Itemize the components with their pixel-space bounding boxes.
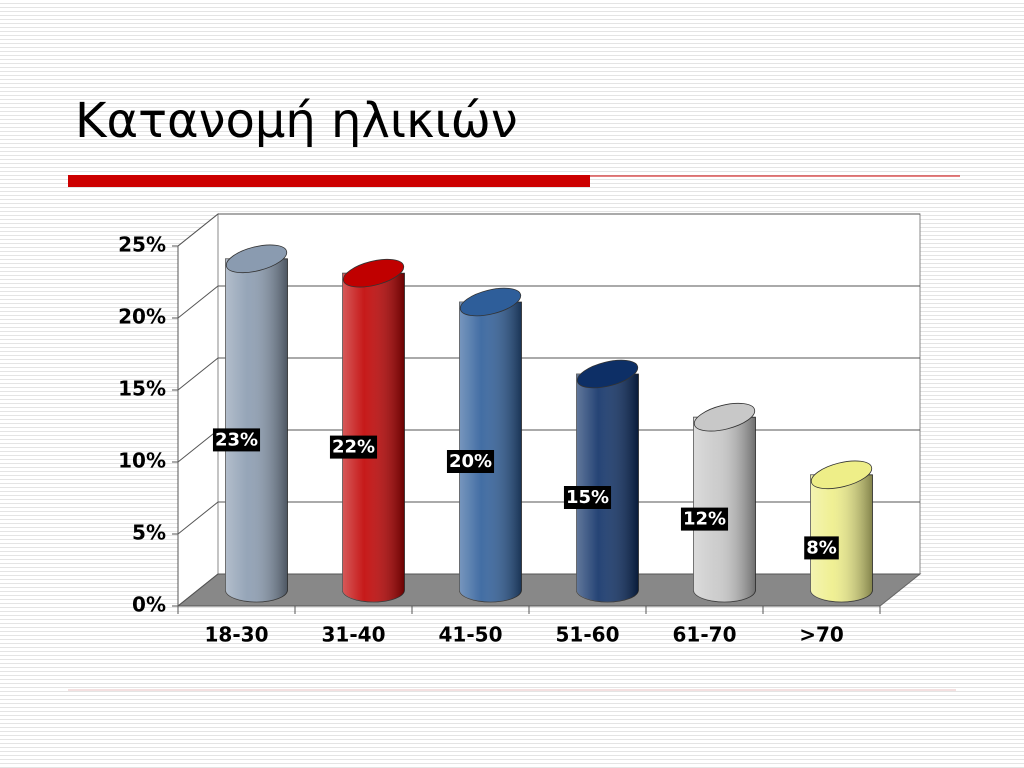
cylinder-top	[693, 402, 756, 432]
x-tick-label: 18-30	[205, 623, 269, 647]
x-tick-label: 41-50	[439, 623, 503, 647]
cylinder-top	[225, 244, 288, 274]
title-bar	[68, 175, 590, 187]
value-label: 20%	[449, 451, 492, 472]
value-label: 8%	[806, 537, 837, 558]
cylinder	[225, 244, 288, 603]
y-tick-label: 25%	[118, 233, 166, 257]
value-label-bg	[804, 536, 839, 560]
cylinder-top	[342, 258, 405, 288]
x-tick-label: >70	[799, 623, 844, 647]
grid-line	[177, 357, 920, 391]
value-label-bg	[212, 428, 261, 452]
grid-line	[177, 501, 920, 535]
cylinder-shade	[810, 474, 873, 602]
cylinder-top	[459, 287, 522, 317]
value-label-bg	[329, 435, 378, 459]
floor	[176, 573, 922, 607]
grid-line	[177, 573, 920, 607]
cylinder-top	[810, 460, 873, 490]
y-tick-label: 20%	[118, 305, 166, 329]
value-label: 15%	[566, 487, 609, 508]
y-tick-label: 5%	[132, 521, 166, 545]
x-tick-label: 31-40	[322, 623, 386, 647]
x-tick-label: 51-60	[556, 623, 620, 647]
cylinder	[693, 402, 756, 603]
cylinder	[342, 258, 405, 603]
value-label-bg	[680, 507, 729, 531]
y-tick-label: 15%	[118, 377, 166, 401]
x-tick-label: 61-70	[673, 623, 737, 647]
value-label: 22%	[332, 437, 375, 458]
y-tick-label: 10%	[118, 449, 166, 473]
side-wall	[177, 212, 219, 608]
cylinder	[459, 287, 522, 603]
grid-line	[177, 285, 920, 319]
cylinder	[810, 460, 873, 603]
cylinder	[576, 359, 639, 603]
cylinder-top	[576, 359, 639, 389]
slide-title: Κατανομή ηλικιών	[75, 93, 518, 149]
value-label-bg	[563, 486, 612, 509]
value-label: 23%	[215, 429, 258, 450]
chart: 0% 5% 10% 15% 20% 25% 18-30 23% 31-40 22% 41-50 20%…	[118, 212, 922, 647]
grid-line	[177, 213, 920, 247]
value-label: 12%	[683, 509, 726, 530]
value-label-bg	[446, 450, 495, 473]
y-tick-label: 0%	[132, 593, 166, 617]
